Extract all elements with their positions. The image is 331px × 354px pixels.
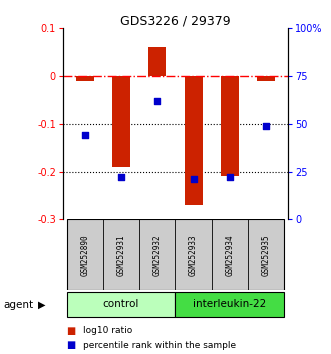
Point <box>118 175 123 180</box>
Text: GSM252890: GSM252890 <box>80 234 89 276</box>
Text: control: control <box>103 299 139 309</box>
Bar <box>257 76 275 81</box>
Point <box>155 98 160 104</box>
Text: GSM252933: GSM252933 <box>189 234 198 276</box>
Text: agent: agent <box>3 300 33 310</box>
Bar <box>184 76 203 205</box>
Text: percentile rank within the sample: percentile rank within the sample <box>83 341 236 350</box>
Point <box>82 132 87 138</box>
Bar <box>148 47 166 76</box>
Text: ■: ■ <box>66 326 75 336</box>
Text: GSM252934: GSM252934 <box>225 234 234 276</box>
Text: log10 ratio: log10 ratio <box>83 326 132 336</box>
Text: interleukin-22: interleukin-22 <box>193 299 266 309</box>
Text: ■: ■ <box>66 340 75 350</box>
Text: ▶: ▶ <box>38 300 46 310</box>
FancyBboxPatch shape <box>175 292 284 317</box>
Bar <box>75 76 94 81</box>
Bar <box>112 76 130 167</box>
Text: GSM252935: GSM252935 <box>262 234 271 276</box>
FancyBboxPatch shape <box>67 219 284 290</box>
Text: GSM252932: GSM252932 <box>153 234 162 276</box>
Text: GSM252931: GSM252931 <box>117 234 125 276</box>
Point <box>263 123 269 129</box>
Point <box>191 177 196 182</box>
Bar <box>221 76 239 176</box>
Title: GDS3226 / 29379: GDS3226 / 29379 <box>120 14 231 27</box>
Point <box>227 175 233 180</box>
FancyBboxPatch shape <box>67 292 175 317</box>
